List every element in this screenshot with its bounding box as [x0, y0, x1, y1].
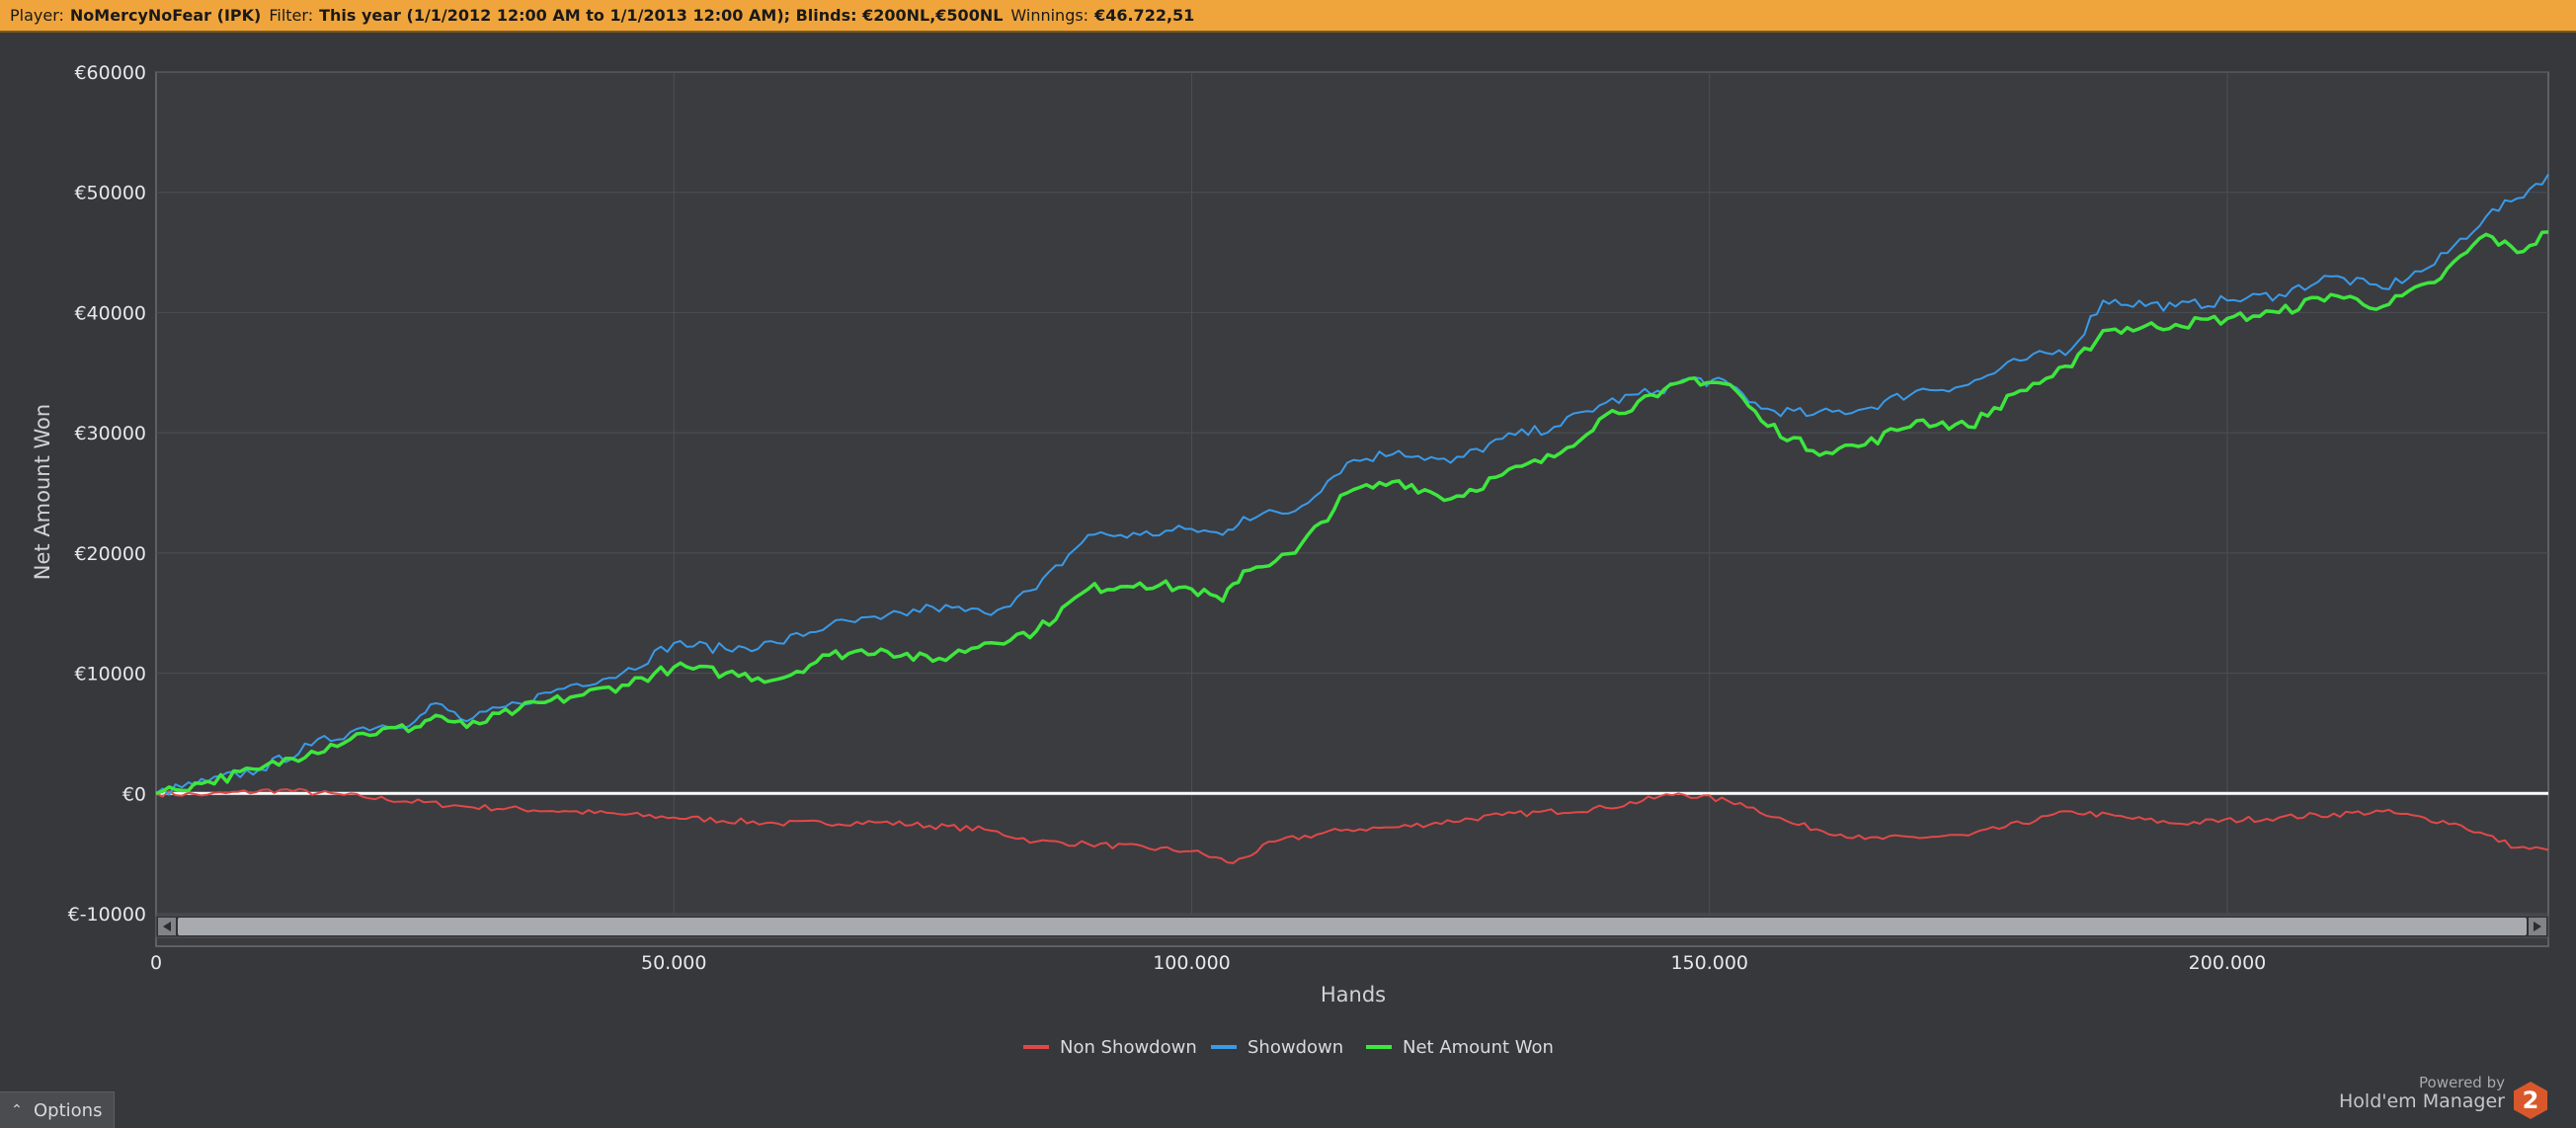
filter-value: This year (1/1/2012 12:00 AM to 1/1/2013…: [319, 6, 1004, 25]
options-label: Options: [34, 1099, 103, 1121]
y-axis-ticks: €-10000 €0 €10000 €20000 €30000 €40000 €50000 €…: [68, 62, 146, 926]
player-name: NoMercyNoFear (IPK): [69, 6, 262, 25]
series-line-showdown: [155, 173, 2549, 796]
holdem-manager-logo-icon: 2: [2514, 1082, 2547, 1119]
x-tick-label: 100.000: [1153, 952, 1231, 974]
y-tick-label: €50000: [74, 183, 146, 204]
y-tick-label: €30000: [74, 423, 146, 444]
scroll-right-arrow-icon: [2534, 922, 2541, 931]
scroll-left-arrow-icon: [163, 922, 171, 931]
series-lines: [155, 173, 2549, 864]
y-axis-title: Net Amount Won: [31, 404, 54, 580]
winnings-label: Winnings:: [1010, 6, 1089, 25]
x-tick-label: 0: [150, 952, 162, 974]
x-tick-label: 200.000: [2189, 952, 2267, 974]
x-tick-label: 50.000: [641, 952, 706, 974]
y-tick-label: €60000: [74, 62, 146, 84]
powered-by-text: Powered by: [2419, 1074, 2505, 1091]
y-tick-label: €40000: [74, 302, 146, 324]
x-axis-title: Hands: [1321, 983, 1386, 1007]
plot-area: [155, 71, 2549, 947]
y-tick-label: €-10000: [68, 904, 146, 926]
filter-label: Filter:: [269, 6, 314, 25]
brand-name: Hold'em Manager: [2339, 1089, 2505, 1112]
winnings-value: €46.722,51: [1094, 6, 1195, 25]
series-line-net-amount-won: [155, 230, 2549, 795]
x-axis-ticks: 0 50.000 100.000 150.000 200.000: [150, 952, 2266, 974]
powered-by: Powered by Hold'em Manager: [2339, 1075, 2505, 1111]
scrollbar-thumb[interactable]: [178, 918, 2527, 935]
chevron-up-icon: ⌃: [11, 1102, 23, 1118]
series-line-non-showdown: [155, 787, 2549, 864]
options-button[interactable]: ⌃ Options: [0, 1091, 115, 1128]
graph-chart: €-10000 €0 €10000 €20000 €30000 €40000 €50000 €…: [31, 62, 2549, 1058]
legend-label: Showdown: [1248, 1037, 1343, 1058]
legend-label: Net Amount Won: [1403, 1037, 1554, 1058]
grid-lines: [156, 71, 2548, 915]
legend: Non Showdown Showdown Net Amount Won: [1023, 1037, 1554, 1058]
player-label: Player:: [10, 6, 64, 25]
horizontal-scrollbar[interactable]: [155, 915, 2549, 938]
filter-info-bar: Player: NoMercyNoFear (IPK) Filter: This…: [0, 0, 2576, 33]
svg-text:2: 2: [2523, 1087, 2539, 1114]
y-tick-label: €10000: [74, 664, 146, 685]
y-tick-label: €0: [122, 783, 146, 805]
y-tick-label: €20000: [74, 543, 146, 565]
x-tick-label: 150.000: [1670, 952, 1748, 974]
legend-label: Non Showdown: [1060, 1037, 1197, 1058]
